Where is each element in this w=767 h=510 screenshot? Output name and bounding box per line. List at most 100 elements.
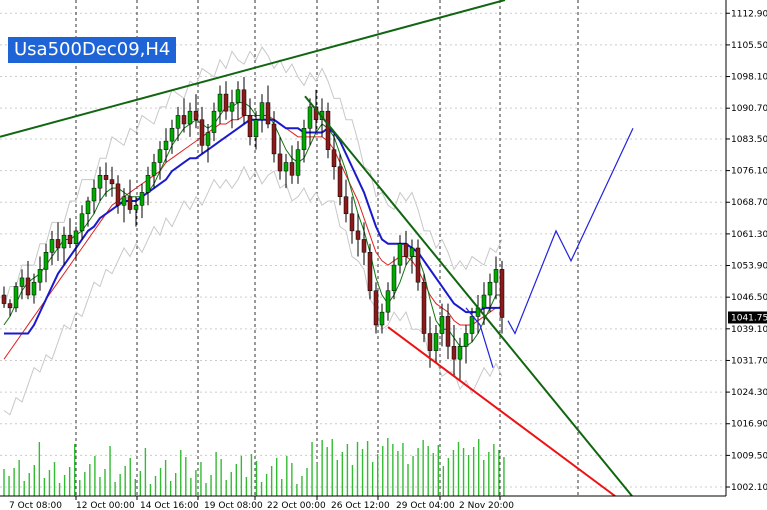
candle-body: [13, 286, 19, 309]
x-tick-label: 12 Oct 00:00: [76, 501, 135, 510]
ma-blue-line: [4, 118, 502, 335]
candle-body: [55, 239, 61, 249]
candle-body: [49, 239, 55, 253]
candle-body: [427, 333, 433, 351]
candle-body: [445, 316, 451, 347]
trendlines: [0, 0, 634, 497]
candle-body: [91, 187, 97, 202]
candle-body: [85, 200, 91, 215]
candle-body: [373, 290, 379, 326]
x-tick-label: 14 Oct 16:00: [140, 501, 199, 510]
candle-body: [163, 140, 169, 150]
candle-body: [193, 110, 199, 120]
candle-body: [265, 102, 271, 125]
candle-body: [361, 239, 367, 253]
candle-body: [109, 179, 115, 185]
candle-body: [205, 132, 211, 146]
candle-body: [19, 277, 25, 287]
candle-body: [295, 149, 301, 176]
x-tick-label: 29 Oct 04:00: [396, 501, 455, 510]
y-tick-label: 1053.90: [731, 262, 767, 272]
x-tick-label: 19 Oct 08:00: [204, 501, 263, 510]
candle-body: [115, 183, 121, 206]
candle-body: [211, 110, 217, 133]
candle-body: [37, 269, 43, 283]
y-tick-label: 1061.30: [731, 230, 767, 240]
candle-body: [499, 269, 505, 318]
candle-body: [127, 196, 133, 210]
candle-body: [169, 128, 175, 142]
candle-body: [283, 162, 289, 172]
y-tick-label: 1024.30: [731, 388, 767, 398]
y-tick-label: 1031.70: [731, 356, 767, 366]
y-tick-label: 1090.70: [731, 104, 767, 114]
candlesticks: [1, 76, 505, 381]
y-tick-label: 1016.90: [731, 420, 767, 430]
candle-body: [67, 234, 73, 244]
y-tick-label: 1046.50: [731, 293, 767, 303]
candle-body: [61, 234, 67, 249]
candle-body: [73, 230, 79, 244]
candle-body: [247, 115, 253, 138]
candle-body: [433, 333, 439, 351]
candle-body: [331, 149, 337, 168]
candle-body: [121, 196, 127, 206]
y-tick-label: 1083.50: [731, 135, 767, 145]
y-tick-label: 1105.50: [731, 41, 767, 51]
candle-body: [367, 252, 373, 292]
y-tick-label: 1002.10: [731, 483, 767, 493]
candle-body: [403, 243, 409, 257]
candle-body: [415, 247, 421, 283]
candle-body: [289, 162, 295, 176]
candle-body: [139, 192, 145, 206]
candle-body: [1, 294, 7, 304]
candle-body: [187, 110, 193, 125]
y-tick-label: 1076.10: [731, 167, 767, 177]
candle-body: [457, 346, 463, 360]
candle-body: [325, 110, 331, 150]
x-tick-label: 26 Oct 12:00: [331, 501, 390, 510]
x-tick-label: 22 Oct 00:00: [267, 501, 326, 510]
candle-body: [31, 281, 37, 296]
chart-grid: [0, 0, 726, 496]
x-tick-label: 2 Nov 20:00: [459, 501, 514, 510]
bollinger-bands: [3, 46, 503, 416]
volume-bars: [3, 438, 505, 496]
candle-body: [259, 102, 265, 120]
forecast-branch: [465, 307, 494, 368]
candle-body: [235, 89, 241, 103]
candle-body: [391, 264, 397, 292]
trendline-falling: [304, 95, 633, 497]
candle-body: [43, 252, 49, 270]
candle-body: [223, 93, 229, 112]
candle-body: [439, 316, 445, 334]
last-price-label: 1041.75: [731, 313, 767, 323]
bollinger-upper: [3, 46, 503, 308]
candle-body: [385, 290, 391, 313]
ma-green-line: [3, 102, 502, 347]
y-tick-label: 1098.10: [731, 73, 767, 83]
x-tick-label: 7 Oct 08:00: [9, 501, 62, 510]
y-tick-label: 1039.10: [731, 325, 767, 335]
candle-body: [145, 175, 151, 193]
symbol-label: Usa500Dec09,H4: [8, 37, 177, 63]
candle-body: [355, 230, 361, 240]
candle-body: [397, 243, 403, 266]
candle-body: [301, 128, 307, 150]
y-tick-label: 1112.90: [731, 9, 767, 19]
candle-body: [175, 115, 181, 129]
trendline-upper: [0, 0, 506, 138]
candle-body: [307, 106, 313, 129]
candle-body: [337, 166, 343, 197]
candle-body: [229, 102, 235, 112]
candle-body: [7, 303, 13, 309]
candle-body: [199, 119, 205, 146]
candle-body: [181, 115, 187, 125]
candle-body: [463, 333, 469, 347]
candle-body: [343, 196, 349, 215]
candle-body: [277, 153, 283, 172]
candle-body: [379, 311, 385, 326]
forecast-path: [507, 128, 634, 335]
